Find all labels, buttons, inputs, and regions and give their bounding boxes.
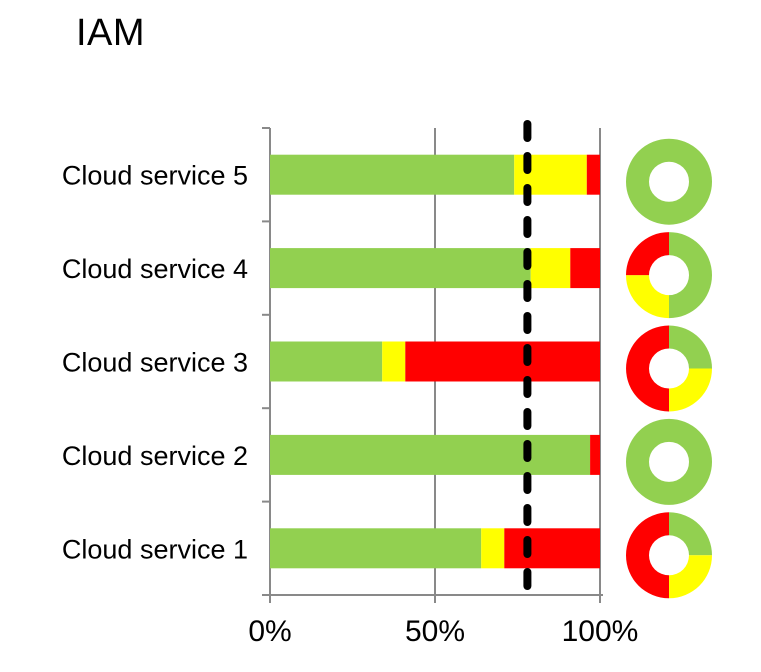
donut-segment-green xyxy=(669,325,712,369)
category-label: Cloud service 1 xyxy=(62,534,248,564)
bar-segment-red xyxy=(405,341,600,382)
bar-segment-yellow xyxy=(382,341,406,382)
donut-segment-red xyxy=(626,232,669,276)
category-label: Cloud service 2 xyxy=(62,441,248,471)
bar-segment-green xyxy=(270,248,531,289)
category-label: Cloud service 5 xyxy=(62,161,248,191)
x-axis-tick-label: 50% xyxy=(405,615,465,648)
donut-segment-green xyxy=(669,512,712,556)
bar-segment-red xyxy=(590,434,600,475)
donut-segment-green xyxy=(669,232,712,319)
bar-segment-green xyxy=(270,341,383,382)
donut-segment-yellow xyxy=(669,368,712,412)
donut-segment-green xyxy=(626,418,712,505)
donut-segment-red xyxy=(626,325,669,412)
bar-segment-green xyxy=(270,154,515,195)
bar-segment-yellow xyxy=(530,248,571,289)
category-label: Cloud service 3 xyxy=(62,348,248,378)
bar-segment-red xyxy=(570,248,600,289)
bar-segment-red xyxy=(504,528,600,569)
chart-title: IAM xyxy=(76,12,146,54)
donut-segment-yellow xyxy=(626,275,669,319)
bar-segment-yellow xyxy=(481,528,505,569)
donut-segment-red xyxy=(626,512,669,599)
x-axis-tick-label: 0% xyxy=(248,615,291,648)
bar-segment-green xyxy=(270,434,591,475)
bar-segment-green xyxy=(270,528,482,569)
category-label: Cloud service 4 xyxy=(62,254,248,284)
bar-segment-red xyxy=(586,154,600,195)
donut-segment-yellow xyxy=(669,555,712,599)
x-axis-tick-label: 100% xyxy=(562,615,639,648)
donut-segment-green xyxy=(626,138,712,225)
